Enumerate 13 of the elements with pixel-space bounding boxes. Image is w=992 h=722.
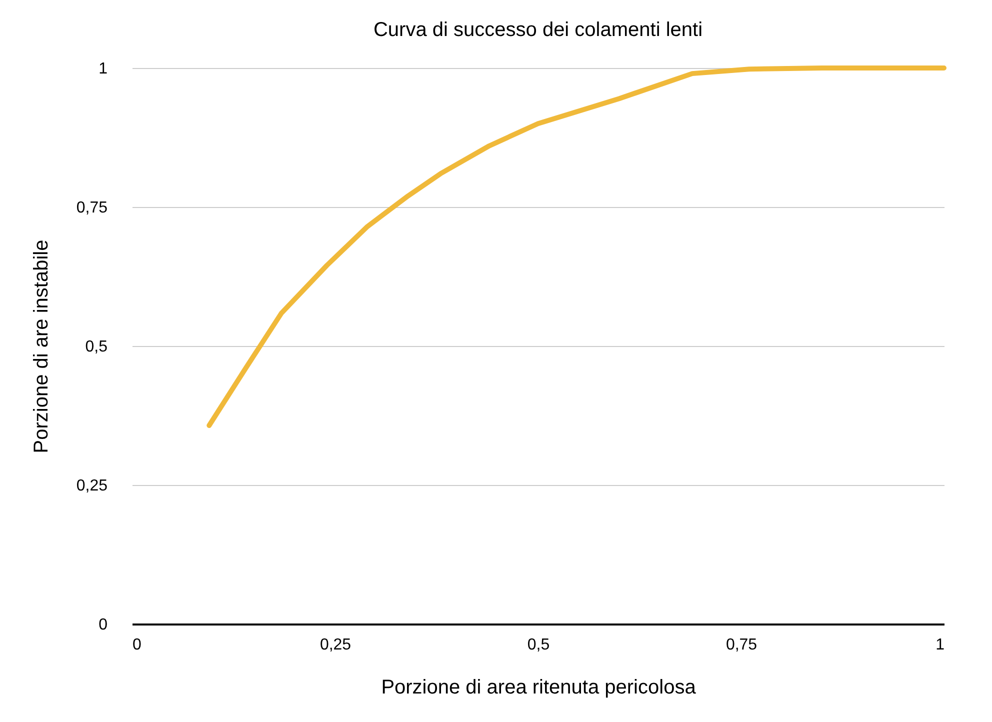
y-axis-title: Porzione di are instabile <box>30 240 52 454</box>
x-tick-label: 0,75 <box>726 636 758 654</box>
x-axis-title: Porzione di area ritenuta pericolosa <box>381 676 697 698</box>
y-tick-label: 0,75 <box>76 200 108 216</box>
chart-title: Curva di successo dei colamenti lenti <box>373 19 703 41</box>
x-tick-label: 1 <box>936 636 945 654</box>
y-tick-label: 0,5 <box>85 338 108 356</box>
y-tick-label: 0,25 <box>76 478 108 494</box>
x-tick-label: 0,5 <box>527 636 550 654</box>
x-tick-label: 0,25 <box>320 636 352 654</box>
x-tick-label: 0 <box>132 636 142 654</box>
y-tick-label: 1 <box>98 60 108 78</box>
y-tick-label: 0 <box>98 616 108 634</box>
